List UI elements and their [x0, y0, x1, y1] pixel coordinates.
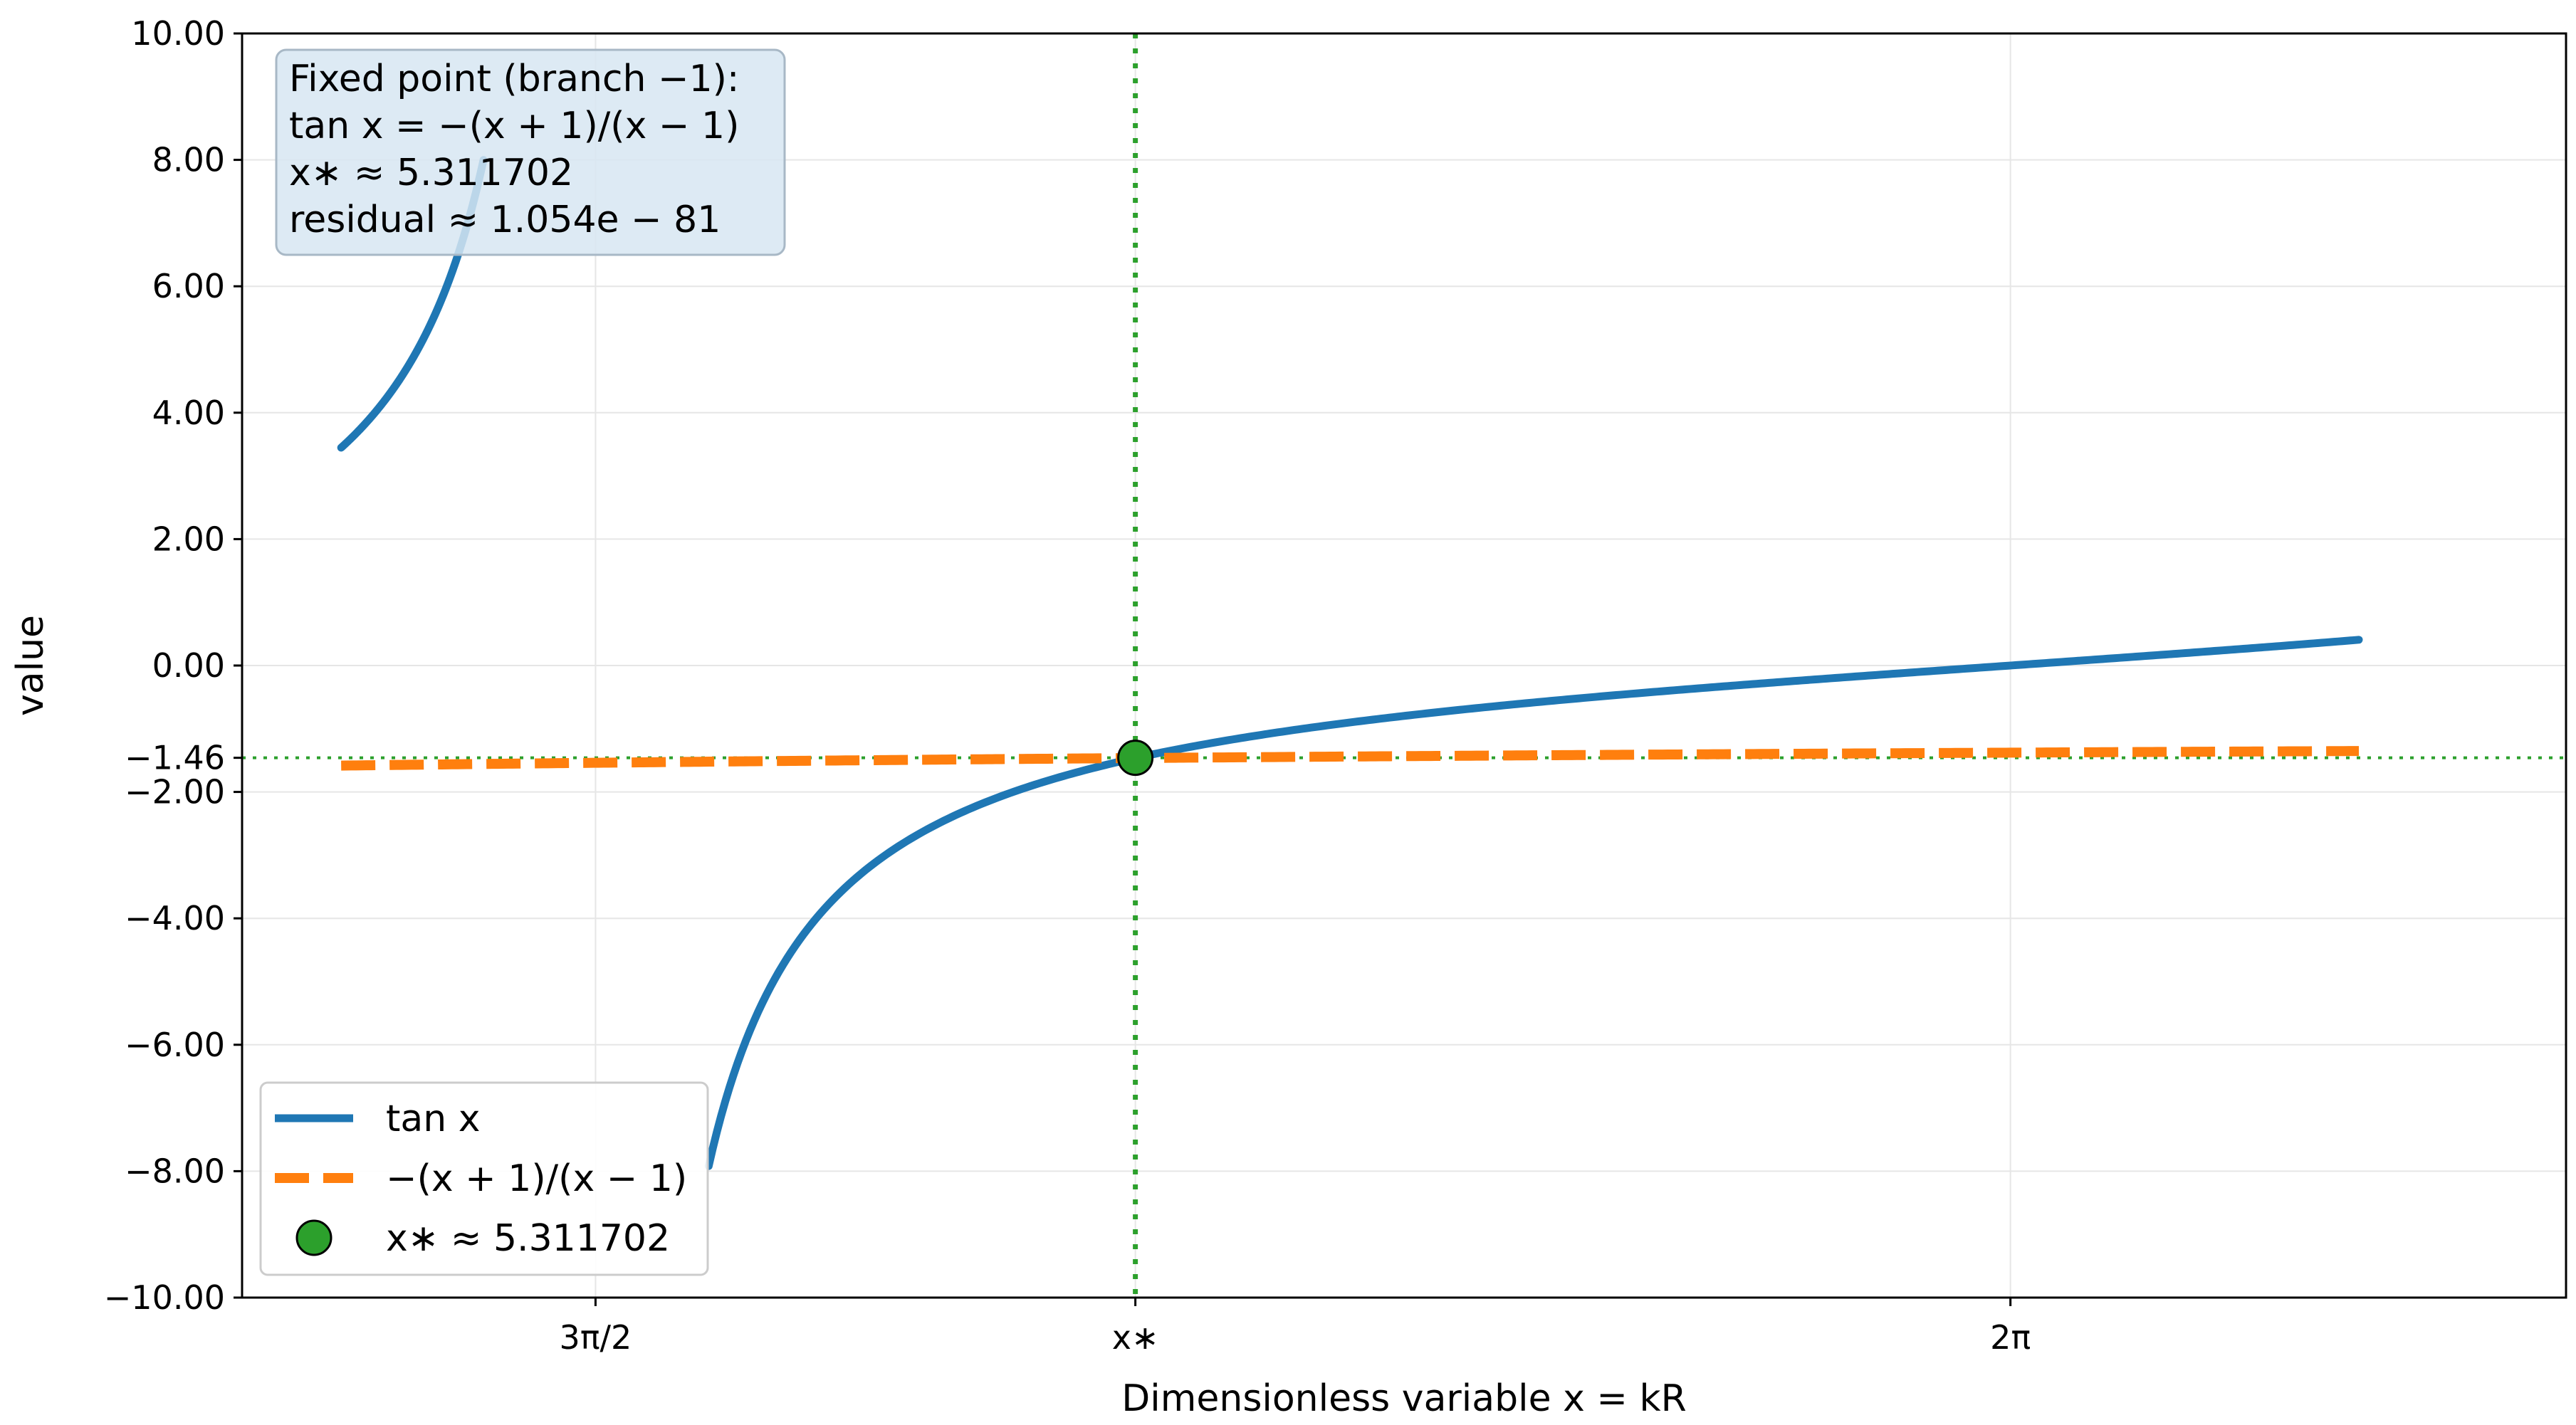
legend-background [259, 1081, 709, 1276]
x-axis-label: Dimensionless variable x = kR [1121, 1377, 1687, 1420]
annotation-line-1: Fixed point (branch −1): [289, 58, 739, 100]
y-tick-label: −10.00 [104, 1278, 225, 1317]
fixed-point-marker [1117, 740, 1154, 777]
legend-label-fixed-point: x∗ ≈ 5.311702 [386, 1217, 670, 1260]
y-tick-label: −8.00 [125, 1152, 225, 1190]
annotation-line-4: residual ≈ 1.054e − 81 [289, 199, 721, 241]
y-tick-label: −2.00 [125, 773, 225, 811]
legend-label-rational: −(x + 1)/(x − 1) [386, 1157, 687, 1200]
annotation-box: Fixed point (branch −1): tan x = −(x + 1… [275, 48, 786, 256]
y-tick-label: 10.00 [131, 14, 225, 53]
x-tick-label: x∗ [1112, 1318, 1159, 1357]
fixed-point-layer [1117, 740, 1154, 777]
y-tick-label: 8.00 [152, 141, 225, 179]
y-axis-ticks: 10.00 8.00 6.00 4.00 2.00 0.00 −1.46−2.00 −4.00… [104, 14, 242, 1317]
legend-swatch-fixed-point [295, 1219, 333, 1256]
y-tick-label: −4.00 [125, 899, 225, 937]
annotation-line-3: x∗ ≈ 5.311702 [289, 152, 573, 194]
y-tick-label: −6.00 [125, 1026, 225, 1064]
x-tick-label: 3π/2 [560, 1318, 632, 1357]
annotation-background [275, 48, 786, 256]
legend-label-tan: tan x [386, 1098, 481, 1140]
annotation-line-2: tan x = −(x + 1)/(x − 1) [289, 105, 739, 147]
legend: tan x −(x + 1)/(x − 1) x∗ ≈ 5.311702 [259, 1081, 709, 1276]
y-tick-label: 0.00 [152, 646, 225, 685]
reference-lines [242, 33, 2566, 1298]
x-tick-label: 2π [1990, 1318, 2031, 1357]
series-line-tan-1 [704, 636, 2363, 1170]
y-tick-label: 2.00 [152, 520, 225, 558]
y-tick-label: 6.00 [152, 267, 225, 305]
y-tick-label: −1.46 [125, 739, 225, 777]
x-axis-ticks: 3π/2 x∗ 2π [560, 1298, 2031, 1357]
y-axis-label: value [9, 615, 52, 716]
y-tick-label: 4.00 [152, 394, 225, 432]
